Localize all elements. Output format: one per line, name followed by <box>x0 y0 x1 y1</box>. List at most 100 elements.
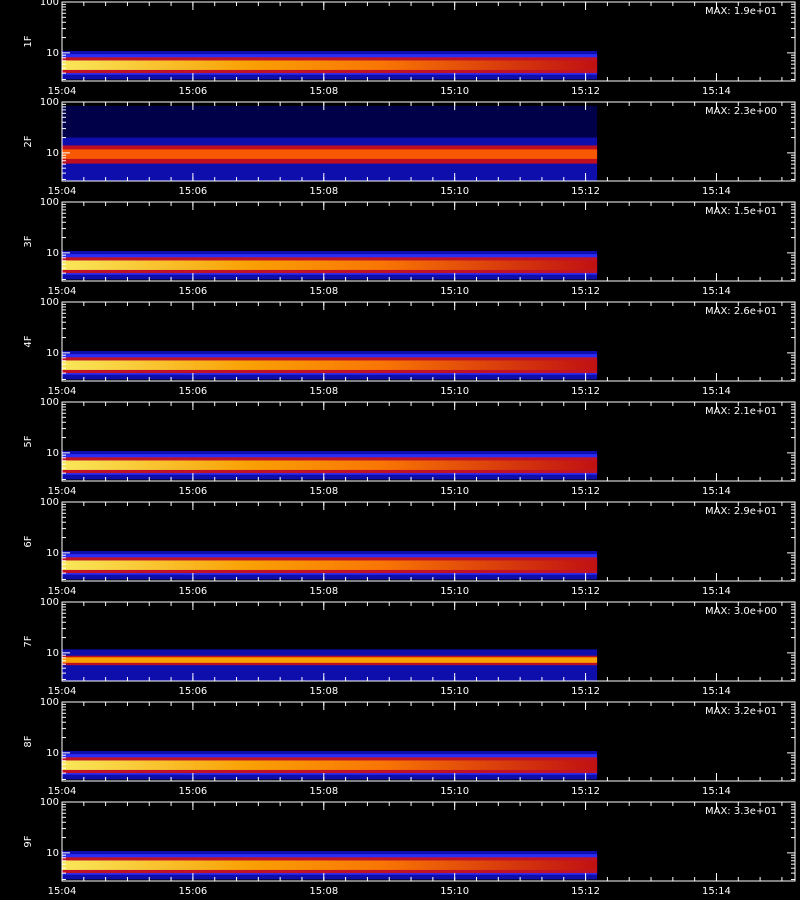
panel-title: MAX: 1.5e+01 <box>705 206 777 217</box>
x-tick-label: 15:10 <box>440 586 469 597</box>
x-tick-label: 15:04 <box>48 286 77 297</box>
x-tick-label: 15:08 <box>309 786 338 797</box>
spectrogram-band <box>62 260 598 270</box>
y-tick-label: 100 <box>40 0 59 8</box>
spectrogram-band <box>62 657 598 663</box>
plot-frame <box>61 601 796 682</box>
plot-frame <box>61 401 796 482</box>
y-tick-label: 10 <box>46 448 59 459</box>
panel-title: MAX: 2.1e+01 <box>705 406 777 417</box>
x-tick-label: 15:14 <box>702 86 731 97</box>
spectrogram-band <box>62 460 598 470</box>
x-tick-label: 15:10 <box>440 186 469 197</box>
x-tick-label: 15:10 <box>440 886 469 897</box>
y-tick-label: 10 <box>46 248 59 259</box>
x-tick-label: 15:04 <box>48 386 77 397</box>
y-axis-label: 3F <box>23 235 34 247</box>
x-tick-label: 15:06 <box>178 286 207 297</box>
spectrogram-band <box>62 860 598 870</box>
x-tick-label: 15:12 <box>571 186 600 197</box>
y-axis-label: 6F <box>23 535 34 547</box>
x-tick-label: 15:08 <box>309 286 338 297</box>
y-axis-label: 5F <box>23 435 34 447</box>
x-tick-label: 15:08 <box>309 186 338 197</box>
y-tick-label: 10 <box>46 348 59 359</box>
x-tick-label: 15:14 <box>702 186 731 197</box>
x-tick-label: 15:10 <box>440 86 469 97</box>
panel-title: MAX: 1.9e+01 <box>705 6 777 17</box>
x-tick-label: 15:06 <box>178 586 207 597</box>
spectrogram-band <box>62 560 598 570</box>
x-tick-label: 15:12 <box>571 386 600 397</box>
y-axis-label: 4F <box>23 335 34 347</box>
panel-title: MAX: 2.3e+00 <box>705 106 777 117</box>
x-tick-label: 15:08 <box>309 686 338 697</box>
x-tick-label: 15:12 <box>571 586 600 597</box>
plot-frame <box>61 101 796 182</box>
y-tick-label: 100 <box>40 97 59 108</box>
y-tick-label: 100 <box>40 597 59 608</box>
x-tick-label: 15:04 <box>48 886 77 897</box>
y-axis-label: 8F <box>23 735 34 747</box>
y-tick-label: 100 <box>40 797 59 808</box>
y-axis-label: 1F <box>23 35 34 47</box>
plot-frame <box>61 201 796 282</box>
y-tick-label: 10 <box>46 648 59 659</box>
y-tick-label: 100 <box>40 397 59 408</box>
x-tick-label: 15:12 <box>571 86 600 97</box>
x-tick-label: 15:10 <box>440 786 469 797</box>
x-tick-label: 15:04 <box>48 586 77 597</box>
y-axis-label: 7F <box>23 635 34 647</box>
x-tick-label: 15:06 <box>178 86 207 97</box>
x-tick-label: 15:10 <box>440 486 469 497</box>
x-tick-label: 15:08 <box>309 586 338 597</box>
spectrogram-band <box>62 760 598 770</box>
x-tick-label: 15:06 <box>178 386 207 397</box>
x-tick-label: 15:04 <box>48 186 77 197</box>
x-tick-label: 15:14 <box>702 286 731 297</box>
x-tick-label: 15:04 <box>48 786 77 797</box>
spectrogram-band <box>62 649 598 681</box>
panel-title: MAX: 2.9e+01 <box>705 506 777 517</box>
plot-frame <box>61 501 796 582</box>
panel-title: MAX: 3.2e+01 <box>705 706 777 717</box>
y-tick-label: 10 <box>46 748 59 759</box>
panel-title: MAX: 3.3e+01 <box>705 806 777 817</box>
spectrogram-band <box>62 60 598 70</box>
y-tick-label: 10 <box>46 848 59 859</box>
y-tick-label: 10 <box>46 548 59 559</box>
x-tick-label: 15:14 <box>702 786 731 797</box>
spectrogram-band <box>62 105 598 138</box>
x-tick-label: 15:10 <box>440 386 469 397</box>
panel-title: MAX: 3.0e+00 <box>705 606 777 617</box>
x-tick-label: 15:12 <box>571 286 600 297</box>
x-tick-label: 15:10 <box>440 286 469 297</box>
x-tick-label: 15:04 <box>48 486 77 497</box>
x-tick-label: 15:08 <box>309 86 338 97</box>
x-tick-label: 15:14 <box>702 886 731 897</box>
x-tick-label: 15:10 <box>440 686 469 697</box>
y-tick-label: 100 <box>40 497 59 508</box>
y-tick-label: 10 <box>46 148 59 159</box>
spectrogram-band <box>62 149 598 159</box>
y-axis-label: 9F <box>23 835 34 847</box>
x-tick-label: 15:06 <box>178 486 207 497</box>
x-tick-label: 15:12 <box>571 886 600 897</box>
x-tick-label: 15:14 <box>702 486 731 497</box>
y-tick-label: 100 <box>40 297 59 308</box>
plot-frame <box>61 1 796 82</box>
x-tick-label: 15:08 <box>309 486 338 497</box>
x-tick-label: 15:06 <box>178 686 207 697</box>
x-tick-label: 15:12 <box>571 786 600 797</box>
plot-frame <box>61 701 796 782</box>
x-tick-label: 15:08 <box>309 886 338 897</box>
x-tick-label: 15:14 <box>702 686 731 697</box>
x-tick-label: 15:14 <box>702 386 731 397</box>
x-tick-label: 15:08 <box>309 386 338 397</box>
x-tick-label: 15:12 <box>571 686 600 697</box>
plot-frame <box>61 801 796 882</box>
x-tick-label: 15:06 <box>178 886 207 897</box>
panel-title: MAX: 2.6e+01 <box>705 306 777 317</box>
